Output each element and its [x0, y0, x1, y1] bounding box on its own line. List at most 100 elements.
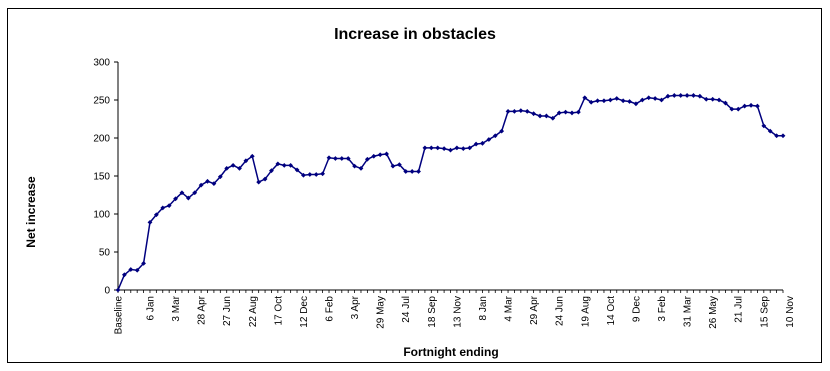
data-point [313, 172, 319, 177]
x-tick-label: 3 Feb [657, 296, 668, 322]
data-point [639, 97, 645, 103]
data-point [307, 172, 313, 177]
data-point [339, 156, 345, 161]
chart-frame: Increase in obstacles Net increase Fortn… [7, 8, 822, 363]
y-tick-label: 150 [93, 172, 110, 183]
data-point [518, 108, 524, 114]
data-point [422, 145, 428, 151]
data-point [774, 133, 780, 139]
y-tick-label: 0 [104, 286, 110, 297]
data-point [224, 166, 230, 171]
data-point [767, 128, 773, 134]
markers [115, 93, 786, 293]
data-point [352, 163, 357, 169]
data-point [384, 151, 389, 157]
data-point [467, 145, 473, 151]
data-point [211, 181, 217, 186]
x-tick-label: 29 Apr [529, 295, 540, 325]
x-tick-label: 13 Nov [452, 296, 463, 328]
x-tick-label: 12 Dec [299, 296, 310, 328]
data-point [115, 287, 121, 293]
x-tick-label: 18 Sep [427, 296, 438, 328]
x-tick-label: 31 Mar [683, 295, 694, 327]
x-tick-label: 28 Apr [197, 295, 208, 325]
data-point [550, 115, 556, 121]
data-point [409, 169, 415, 174]
data-point [697, 93, 703, 99]
x-tick-label: 24 Jul [401, 296, 412, 323]
y-tick-label: 50 [99, 248, 111, 259]
data-point [582, 95, 588, 101]
x-tick-label: 29 May [376, 296, 387, 329]
data-point [281, 162, 287, 168]
data-point [505, 109, 511, 114]
y-ticks: 0 50 100 150 200 250 300 [93, 58, 118, 297]
data-point [710, 96, 716, 102]
data-point [377, 152, 383, 158]
data-point [531, 111, 537, 117]
data-point [601, 98, 607, 104]
data-point [729, 106, 735, 112]
chart-title: Increase in obstacles [334, 26, 496, 43]
x-tick-label: 9 Dec [631, 296, 642, 322]
data-point [345, 156, 351, 161]
x-tick-label: 19 Aug [580, 296, 591, 327]
data-point [460, 146, 466, 152]
axes [117, 62, 783, 291]
data-point [499, 128, 505, 134]
data-point [358, 166, 364, 171]
x-tick-label: 15 Sep [759, 296, 770, 328]
chart-svg: Increase in obstacles Net increase Fortn… [24, 26, 796, 359]
data-point [588, 99, 594, 105]
data-point [723, 100, 728, 106]
data-point [160, 205, 166, 211]
data-point [448, 147, 453, 153]
data-point [364, 156, 370, 162]
data-point [198, 182, 204, 188]
y-tick-label: 200 [93, 134, 110, 145]
data-point [652, 96, 658, 101]
data-point [121, 272, 127, 278]
data-point [563, 109, 568, 115]
y-tick-label: 100 [93, 210, 110, 221]
data-point [288, 162, 294, 168]
data-point [428, 145, 434, 151]
data-point [748, 102, 754, 108]
data-point [371, 153, 377, 159]
data-point [473, 141, 479, 147]
data-point [441, 146, 447, 152]
data-point [185, 195, 191, 201]
data-point [179, 190, 185, 196]
data-point [512, 109, 517, 114]
x-tick-label: 8 Jan [478, 296, 489, 320]
data-point [671, 93, 677, 98]
data-point [141, 261, 146, 266]
data-point [646, 95, 652, 101]
x-ticks: Baseline 6 Jan 3 Mar 28 Apr 27 Jun 22 Aug 17 O… [114, 290, 796, 334]
data-point [614, 96, 620, 101]
x-tick-label: 3 Mar [171, 295, 182, 321]
data-point [217, 174, 223, 180]
data-point [275, 161, 281, 167]
x-tick-label: 4 Mar [504, 295, 515, 321]
data-point [486, 137, 492, 142]
data-point [684, 93, 690, 98]
data-point [128, 267, 134, 272]
x-tick-label: 3 Apr [350, 295, 361, 319]
y-tick-label: 250 [93, 96, 110, 107]
x-tick-label: 22 Aug [248, 296, 259, 327]
data-point [390, 163, 396, 169]
data-point [416, 169, 421, 174]
data-point [256, 179, 262, 185]
data-point [556, 110, 562, 116]
data-point [243, 158, 249, 164]
data-point [269, 168, 274, 174]
data-point [249, 153, 255, 159]
x-tick-label: 17 Oct [273, 296, 284, 326]
data-point [742, 103, 748, 109]
data-point [480, 140, 485, 146]
data-point [620, 98, 626, 104]
data-point [396, 162, 402, 167]
data-point [403, 169, 409, 174]
data-point [691, 93, 696, 98]
